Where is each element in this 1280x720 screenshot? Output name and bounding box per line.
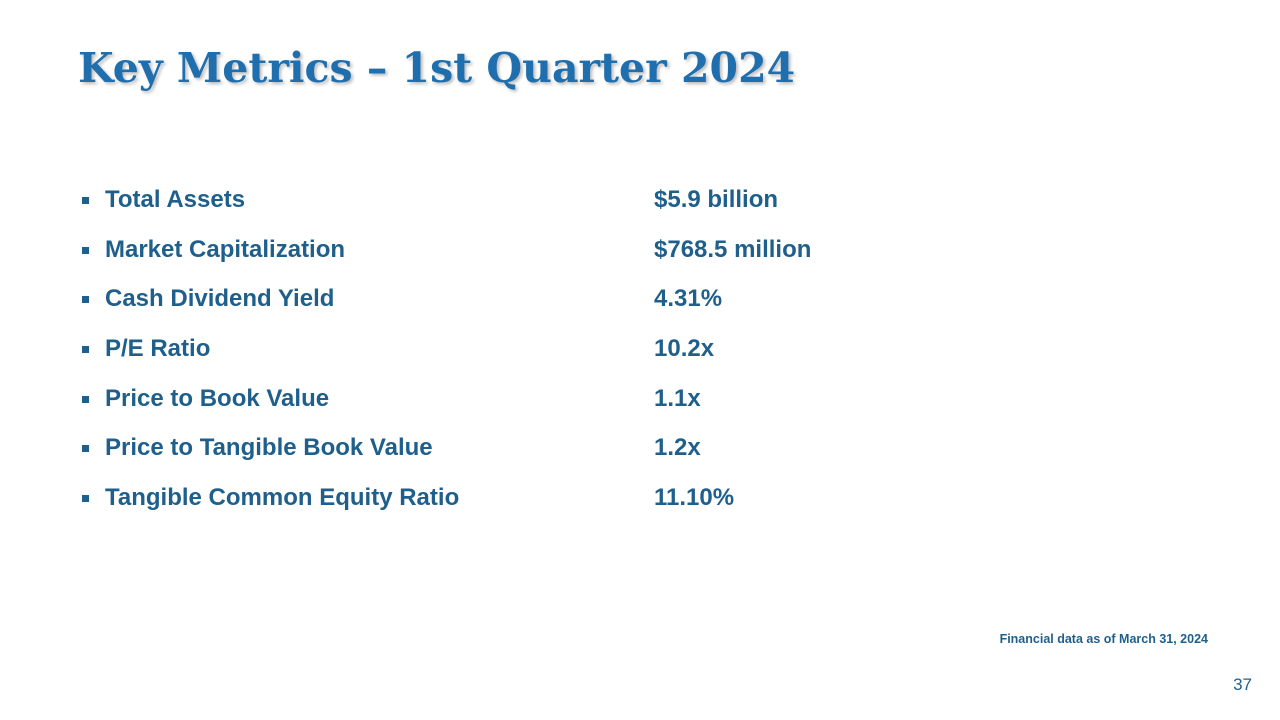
metric-row-total-assets: Total Assets $5.9 billion: [78, 175, 978, 225]
metric-value: 1.1x: [654, 384, 701, 412]
metric-row-market-capitalization: Market Capitalization $768.5 million: [78, 225, 978, 275]
metric-value: 1.2x: [654, 434, 701, 462]
metric-value: 11.10%: [654, 483, 735, 511]
metric-label: Price to Book Value: [105, 384, 330, 412]
footnote: Financial data as of March 31, 2024: [999, 632, 1208, 646]
metric-value: $5.9 billion: [654, 185, 779, 213]
square-bullet-icon: [82, 395, 89, 403]
metric-label: Price to Tangible Book Value: [105, 434, 433, 462]
metric-row-cash-dividend-yield: Cash Dividend Yield 4.31%: [78, 274, 978, 324]
square-bullet-icon: [82, 296, 89, 304]
metric-label: Cash Dividend Yield: [105, 285, 335, 313]
page-number: 37: [1233, 675, 1252, 694]
metric-value: 10.2x: [654, 334, 715, 362]
metric-label: P/E Ratio: [105, 334, 211, 362]
slide-title: Key Metrics – 1st Quarter 2024: [78, 44, 796, 92]
metric-label: Market Capitalization: [105, 235, 346, 263]
square-bullet-icon: [82, 345, 89, 353]
metric-row-price-to-book-value: Price to Book Value 1.1x: [78, 374, 978, 424]
metric-row-price-to-tangible-book-value: Price to Tangible Book Value 1.2x: [78, 423, 978, 473]
metric-value: 4.31%: [654, 285, 723, 313]
metric-label: Tangible Common Equity Ratio: [105, 483, 460, 511]
square-bullet-icon: [82, 196, 89, 204]
metric-value: $768.5 million: [654, 235, 812, 263]
metric-row-pe-ratio: P/E Ratio 10.2x: [78, 324, 978, 374]
metric-label: Total Assets: [105, 185, 246, 213]
square-bullet-icon: [82, 445, 89, 453]
square-bullet-icon: [82, 494, 89, 502]
square-bullet-icon: [82, 246, 89, 254]
metric-row-tangible-common-equity-ratio: Tangible Common Equity Ratio 11.10%: [78, 473, 978, 523]
metrics-list: Total Assets $5.9 billion Market Capital…: [78, 175, 978, 523]
